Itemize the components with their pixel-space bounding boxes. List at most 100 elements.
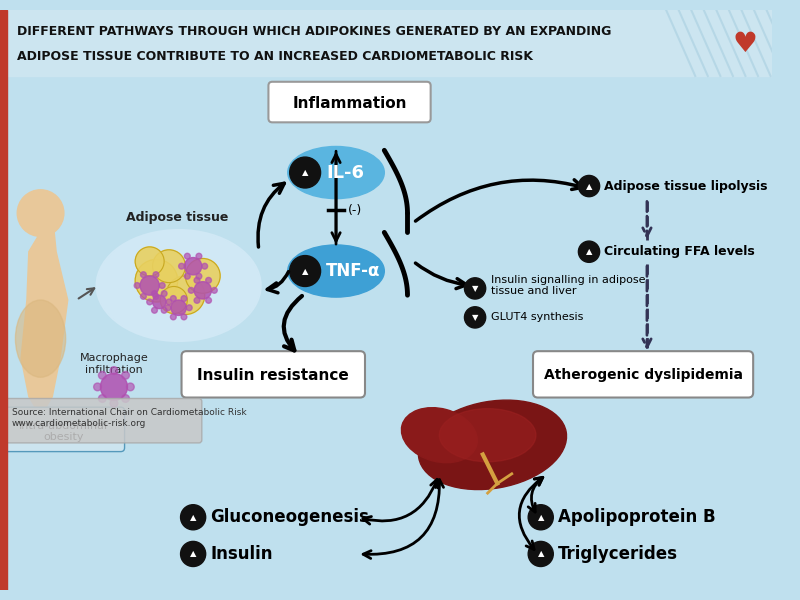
Text: Circulating FFA levels: Circulating FFA levels: [605, 245, 755, 258]
Text: ▲: ▲: [586, 182, 592, 191]
Circle shape: [162, 290, 167, 296]
Circle shape: [181, 505, 206, 530]
Circle shape: [160, 286, 187, 314]
Circle shape: [98, 371, 106, 379]
Ellipse shape: [15, 300, 66, 377]
Circle shape: [186, 259, 220, 293]
Text: DIFFERENT PATHWAYS THROUGH WHICH ADIPOKINES GENERATED BY AN EXPANDING: DIFFERENT PATHWAYS THROUGH WHICH ADIPOKI…: [18, 25, 612, 38]
Circle shape: [140, 276, 159, 295]
Bar: [6, 10, 773, 76]
Circle shape: [170, 296, 176, 301]
FancyBboxPatch shape: [3, 407, 125, 452]
Circle shape: [151, 290, 158, 296]
Circle shape: [290, 256, 321, 286]
Circle shape: [196, 253, 202, 259]
Circle shape: [578, 241, 600, 262]
Circle shape: [141, 293, 146, 299]
Text: Inflammation: Inflammation: [292, 95, 406, 110]
Circle shape: [181, 541, 206, 566]
Text: Atherogenic dyslipidemia: Atherogenic dyslipidemia: [543, 368, 742, 382]
Circle shape: [181, 296, 187, 301]
Text: Intra-abdominal
obesity: Intra-abdominal obesity: [19, 421, 108, 442]
Circle shape: [110, 400, 118, 407]
Circle shape: [153, 293, 159, 299]
Ellipse shape: [97, 230, 261, 341]
Circle shape: [211, 287, 218, 293]
Circle shape: [528, 505, 554, 530]
Circle shape: [206, 298, 211, 303]
Circle shape: [181, 314, 187, 320]
Text: ▲: ▲: [538, 550, 544, 559]
Circle shape: [206, 277, 211, 283]
Circle shape: [141, 272, 146, 278]
Ellipse shape: [439, 409, 536, 462]
Circle shape: [578, 175, 600, 197]
Circle shape: [135, 259, 178, 302]
Text: ▼: ▼: [472, 313, 478, 322]
Text: Source: International Chair on Cardiometabolic Risk
www.cardiometabolic-risk.org: Source: International Chair on Cardiomet…: [11, 408, 246, 428]
Text: Insulin signalling in adipose
tissue and liver: Insulin signalling in adipose tissue and…: [490, 275, 645, 296]
Circle shape: [101, 373, 127, 400]
Circle shape: [170, 314, 176, 320]
Ellipse shape: [418, 400, 566, 490]
Circle shape: [196, 274, 202, 279]
Circle shape: [165, 305, 171, 311]
Circle shape: [18, 190, 64, 236]
Circle shape: [171, 300, 186, 316]
Bar: [0, 10, 6, 590]
Circle shape: [135, 247, 164, 276]
Circle shape: [194, 298, 200, 303]
Circle shape: [162, 307, 167, 313]
Circle shape: [153, 272, 159, 278]
FancyBboxPatch shape: [533, 351, 753, 398]
Circle shape: [159, 283, 165, 289]
Circle shape: [290, 157, 321, 188]
Circle shape: [194, 281, 211, 299]
Text: (-): (-): [348, 203, 362, 217]
Text: Insulin: Insulin: [210, 545, 273, 563]
Circle shape: [153, 295, 166, 308]
Circle shape: [185, 257, 202, 275]
Text: ADIPOSE TISSUE CONTRIBUTE TO AN INCREASED CARDIOMETABOLIC RISK: ADIPOSE TISSUE CONTRIBUTE TO AN INCREASE…: [18, 50, 534, 63]
Circle shape: [465, 278, 486, 299]
Ellipse shape: [288, 146, 384, 199]
Text: Macrophage
infiltration: Macrophage infiltration: [79, 353, 148, 375]
Circle shape: [185, 274, 190, 279]
Text: GLUT4 synthesis: GLUT4 synthesis: [490, 313, 583, 322]
Text: ▼: ▼: [472, 284, 478, 293]
Text: Adipose tissue lipolysis: Adipose tissue lipolysis: [605, 179, 768, 193]
Circle shape: [166, 276, 205, 314]
Circle shape: [528, 541, 554, 566]
Text: ▲: ▲: [586, 247, 592, 256]
Circle shape: [194, 277, 200, 283]
Ellipse shape: [402, 407, 478, 463]
Text: Insulin resistance: Insulin resistance: [198, 368, 349, 383]
Text: ▲: ▲: [302, 168, 308, 177]
Ellipse shape: [288, 245, 384, 297]
Circle shape: [186, 305, 192, 311]
Circle shape: [98, 395, 106, 403]
Text: Gluconeogenesis: Gluconeogenesis: [210, 508, 370, 526]
FancyBboxPatch shape: [182, 351, 365, 398]
FancyBboxPatch shape: [5, 398, 202, 443]
Text: ▲: ▲: [190, 513, 196, 522]
Circle shape: [188, 287, 194, 293]
Circle shape: [166, 299, 172, 305]
Polygon shape: [22, 232, 67, 416]
Circle shape: [153, 250, 186, 283]
Circle shape: [185, 253, 190, 259]
Circle shape: [151, 307, 158, 313]
Text: ♥: ♥: [733, 30, 758, 58]
Text: ▲: ▲: [538, 513, 544, 522]
Circle shape: [94, 383, 102, 391]
Circle shape: [134, 283, 140, 289]
Circle shape: [122, 371, 130, 379]
Text: TNF-α: TNF-α: [326, 262, 381, 280]
Text: Apolipoprotein B: Apolipoprotein B: [558, 508, 716, 526]
Circle shape: [178, 263, 185, 269]
Text: IL-6: IL-6: [326, 164, 364, 182]
FancyBboxPatch shape: [269, 82, 430, 122]
Text: ▲: ▲: [190, 550, 196, 559]
Circle shape: [146, 299, 153, 305]
Text: Triglycerides: Triglycerides: [558, 545, 678, 563]
